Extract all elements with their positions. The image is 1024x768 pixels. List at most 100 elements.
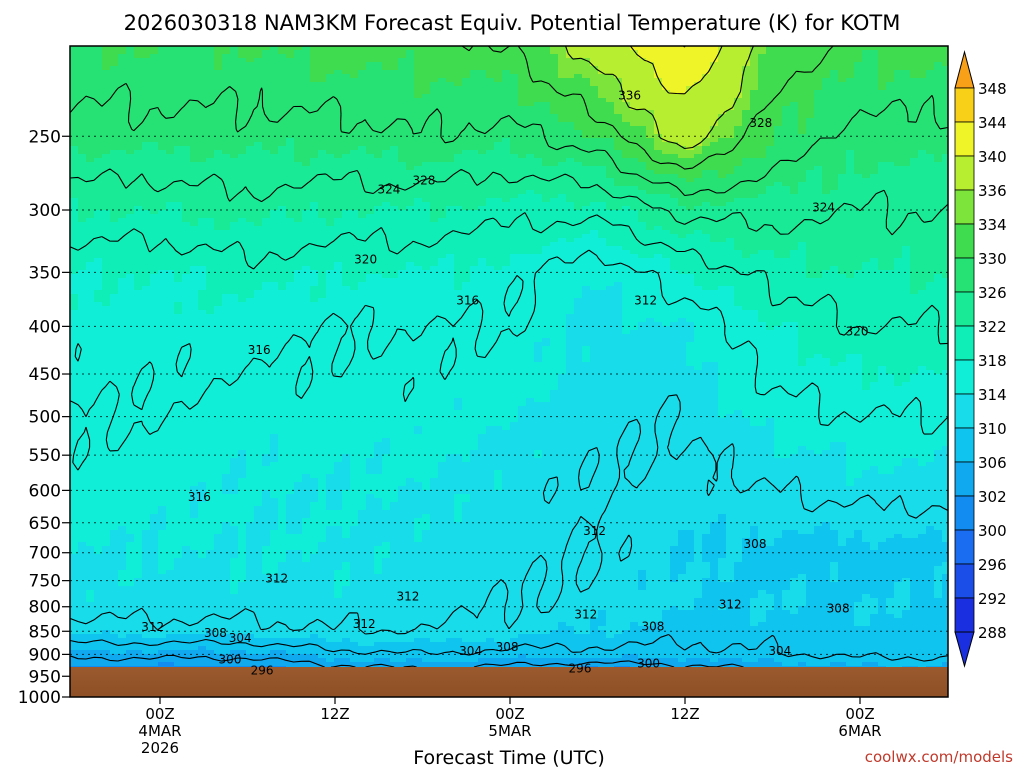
- field-cell: [630, 78, 639, 83]
- field-cell: [390, 202, 399, 207]
- field-cell: [734, 178, 743, 183]
- field-cell: [942, 174, 948, 179]
- field-cell: [430, 102, 439, 107]
- field-cell: [230, 178, 239, 183]
- field-cell: [142, 162, 151, 167]
- field-cell: [606, 182, 615, 187]
- field-cell: [502, 134, 511, 139]
- field-cell: [366, 218, 375, 223]
- field-cell: [294, 130, 303, 135]
- field-cell: [214, 146, 223, 151]
- field-cell: [654, 62, 663, 67]
- field-cell: [278, 114, 287, 119]
- field-cell: [238, 110, 247, 115]
- field-cell: [558, 162, 567, 167]
- field-cell: [790, 202, 799, 207]
- field-cell: [150, 214, 159, 219]
- field-cell: [638, 126, 647, 131]
- field-cell: [630, 146, 639, 151]
- field-cell: [214, 222, 223, 227]
- field-cell: [94, 110, 103, 115]
- field-cell: [198, 226, 207, 231]
- field-cell: [774, 50, 783, 55]
- field-cell: [622, 202, 631, 207]
- field-cell: [350, 182, 359, 187]
- field-cell: [382, 170, 391, 175]
- field-cell: [382, 62, 391, 67]
- field-cell: [606, 178, 615, 183]
- field-cell: [766, 170, 775, 175]
- field-cell: [438, 214, 447, 219]
- field-cell: [182, 222, 191, 227]
- field-cell: [942, 198, 948, 203]
- field-cell: [406, 82, 415, 87]
- field-cell: [478, 154, 487, 159]
- field-cell: [150, 190, 159, 195]
- field-cell: [262, 78, 271, 83]
- field-cell: [342, 54, 351, 59]
- field-cell: [694, 198, 703, 203]
- field-cell: [510, 138, 519, 143]
- field-cell: [262, 110, 271, 115]
- field-cell: [854, 182, 863, 187]
- field-cell: [398, 70, 407, 75]
- field-cell: [278, 194, 287, 199]
- field-cell: [142, 70, 151, 75]
- field-cell: [262, 218, 271, 223]
- field-cell: [622, 142, 631, 147]
- field-cell: [686, 174, 695, 179]
- field-cell: [366, 162, 375, 167]
- field-cell: [734, 150, 743, 155]
- field-cell: [822, 178, 831, 183]
- field-cell: [806, 206, 815, 211]
- field-cell: [158, 150, 167, 155]
- field-cell: [222, 90, 231, 95]
- field-cell: [646, 90, 655, 95]
- field-cell: [206, 134, 215, 139]
- field-cell: [462, 166, 471, 171]
- field-cell: [734, 130, 743, 135]
- field-cell: [798, 122, 807, 127]
- field-cell: [318, 114, 327, 119]
- field-cell: [270, 78, 279, 83]
- field-cell: [902, 114, 911, 119]
- field-cell: [678, 146, 687, 151]
- field-cell: [630, 186, 639, 191]
- field-cell: [630, 46, 639, 51]
- field-cell: [502, 198, 511, 203]
- field-cell: [942, 110, 948, 115]
- field-cell: [622, 54, 631, 59]
- field-cell: [422, 146, 431, 151]
- field-cell: [942, 90, 948, 95]
- field-cell: [694, 90, 703, 95]
- field-cell: [710, 106, 719, 111]
- field-cell: [262, 162, 271, 167]
- field-cell: [582, 86, 591, 91]
- field-cell: [270, 54, 279, 59]
- field-cell: [190, 130, 199, 135]
- field-cell: [182, 154, 191, 159]
- field-cell: [526, 202, 535, 207]
- field-cell: [574, 138, 583, 143]
- field-cell: [830, 150, 839, 155]
- field-cell: [758, 110, 767, 115]
- field-cell: [190, 70, 199, 75]
- field-cell: [486, 94, 495, 99]
- field-cell: [486, 154, 495, 159]
- field-cell: [926, 142, 935, 147]
- field-cell: [782, 162, 791, 167]
- field-cell: [822, 154, 831, 159]
- field-cell: [702, 146, 711, 151]
- field-cell: [286, 202, 295, 207]
- field-cell: [630, 98, 639, 103]
- field-cell: [358, 226, 367, 231]
- field-cell: [926, 182, 935, 187]
- field-cell: [902, 126, 911, 131]
- field-cell: [86, 90, 95, 95]
- field-cell: [854, 194, 863, 199]
- field-cell: [654, 198, 663, 203]
- field-cell: [174, 66, 183, 71]
- field-cell: [734, 214, 743, 219]
- field-cell: [374, 110, 383, 115]
- field-cell: [374, 194, 383, 199]
